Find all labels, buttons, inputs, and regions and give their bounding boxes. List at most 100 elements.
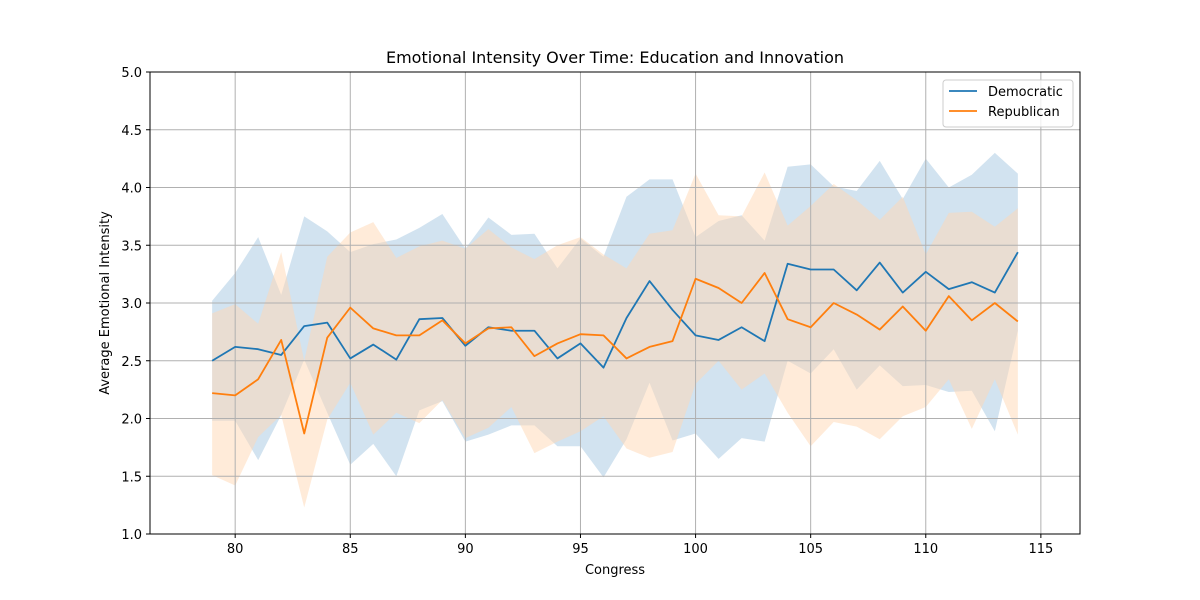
legend-label-republican: Republican <box>988 105 1060 120</box>
point-republican-113 <box>994 302 996 304</box>
point-democratic-84 <box>326 322 328 324</box>
point-democratic-100 <box>695 334 697 336</box>
point-democratic-94 <box>556 357 558 359</box>
point-democratic-98 <box>649 280 651 282</box>
point-republican-109 <box>902 305 904 307</box>
point-republican-100 <box>695 278 697 280</box>
point-democratic-107 <box>856 289 858 291</box>
point-democratic-104 <box>787 263 789 265</box>
legend: Democratic Republican <box>942 79 1074 128</box>
point-republican-86 <box>372 327 374 329</box>
x-tick-label-90: 90 <box>457 542 474 557</box>
x-tick-label-80: 80 <box>227 542 244 557</box>
point-republican-103 <box>764 272 766 274</box>
point-democratic-109 <box>902 292 904 294</box>
point-republican-104 <box>787 318 789 320</box>
point-democratic-81 <box>257 348 259 350</box>
point-republican-114 <box>1017 320 1019 322</box>
point-democratic-95 <box>579 342 581 344</box>
point-republican-93 <box>533 355 535 357</box>
point-republican-97 <box>626 357 628 359</box>
point-democratic-86 <box>372 344 374 346</box>
point-democratic-80 <box>234 346 236 348</box>
point-democratic-88 <box>418 318 420 320</box>
point-republican-112 <box>971 319 973 321</box>
y-tick-label-5.0: 5.0 <box>121 66 142 81</box>
point-republican-80 <box>234 394 236 396</box>
y-axis-ticks: 1.0 1.5 2.0 2.5 3.0 3.5 4.0 4.5 5.0 <box>121 66 150 543</box>
point-democratic-101 <box>718 339 720 341</box>
point-democratic-89 <box>441 317 443 319</box>
point-republican-89 <box>441 319 443 321</box>
chart-title: Emotional Intensity Over Time: Education… <box>386 48 844 67</box>
y-tick-label-1.0: 1.0 <box>121 528 142 543</box>
point-republican-110 <box>925 330 927 332</box>
point-republican-85 <box>349 307 351 309</box>
point-republican-95 <box>579 333 581 335</box>
band-republican <box>212 172 1018 508</box>
x-tick-label-105: 105 <box>798 542 823 557</box>
point-republican-111 <box>948 295 950 297</box>
point-republican-87 <box>395 334 397 336</box>
point-democratic-97 <box>626 317 628 319</box>
point-republican-98 <box>649 346 651 348</box>
point-democratic-102 <box>741 326 743 328</box>
x-axis-ticks: 80 85 90 95 100 105 110 115 <box>227 534 1053 557</box>
y-tick-label-1.5: 1.5 <box>121 470 142 485</box>
x-tick-label-95: 95 <box>572 542 589 557</box>
point-republican-107 <box>856 314 858 316</box>
confidence-bands <box>212 152 1018 508</box>
point-republican-79 <box>211 392 213 394</box>
point-republican-105 <box>810 326 812 328</box>
x-axis-label: Congress <box>585 563 645 578</box>
point-democratic-96 <box>602 367 604 369</box>
y-axis-label: Average Emotional Intensity <box>98 211 113 395</box>
point-democratic-79 <box>211 360 213 362</box>
point-democratic-111 <box>948 288 950 290</box>
point-democratic-99 <box>672 309 674 311</box>
point-democratic-90 <box>464 345 466 347</box>
point-republican-83 <box>303 433 305 435</box>
point-republican-82 <box>280 339 282 341</box>
point-democratic-85 <box>349 357 351 359</box>
point-democratic-108 <box>879 262 881 264</box>
point-republican-106 <box>833 302 835 304</box>
point-republican-91 <box>487 327 489 329</box>
y-tick-label-4.0: 4.0 <box>121 182 142 197</box>
x-tick-label-100: 100 <box>683 542 708 557</box>
point-republican-81 <box>257 378 259 380</box>
series-lines <box>211 251 1019 435</box>
point-democratic-114 <box>1017 251 1019 253</box>
point-democratic-110 <box>925 271 927 273</box>
x-tick-label-85: 85 <box>342 542 359 557</box>
point-republican-84 <box>326 337 328 339</box>
line-democratic <box>211 251 1019 369</box>
point-democratic-113 <box>994 292 996 294</box>
point-republican-90 <box>464 342 466 344</box>
y-tick-label-4.5: 4.5 <box>121 124 142 139</box>
x-tick-label-110: 110 <box>913 542 938 557</box>
point-democratic-82 <box>280 354 282 356</box>
point-democratic-106 <box>833 269 835 271</box>
y-tick-label-3.5: 3.5 <box>121 239 142 254</box>
point-democratic-83 <box>303 325 305 327</box>
point-democratic-87 <box>395 359 397 361</box>
point-democratic-105 <box>810 269 812 271</box>
x-tick-label-115: 115 <box>1028 542 1053 557</box>
point-republican-92 <box>510 326 512 328</box>
point-republican-99 <box>672 340 674 342</box>
y-tick-label-3.0: 3.0 <box>121 297 142 312</box>
point-republican-88 <box>418 334 420 336</box>
point-republican-96 <box>602 334 604 336</box>
point-democratic-92 <box>510 330 512 332</box>
point-democratic-93 <box>533 330 535 332</box>
point-republican-108 <box>879 329 881 331</box>
point-republican-102 <box>741 302 743 304</box>
line-republican <box>212 272 1019 435</box>
legend-label-democratic: Democratic <box>988 85 1063 100</box>
point-republican-101 <box>718 287 720 289</box>
y-tick-label-2.0: 2.0 <box>121 413 142 428</box>
y-tick-label-2.5: 2.5 <box>121 355 142 370</box>
point-republican-94 <box>556 342 558 344</box>
